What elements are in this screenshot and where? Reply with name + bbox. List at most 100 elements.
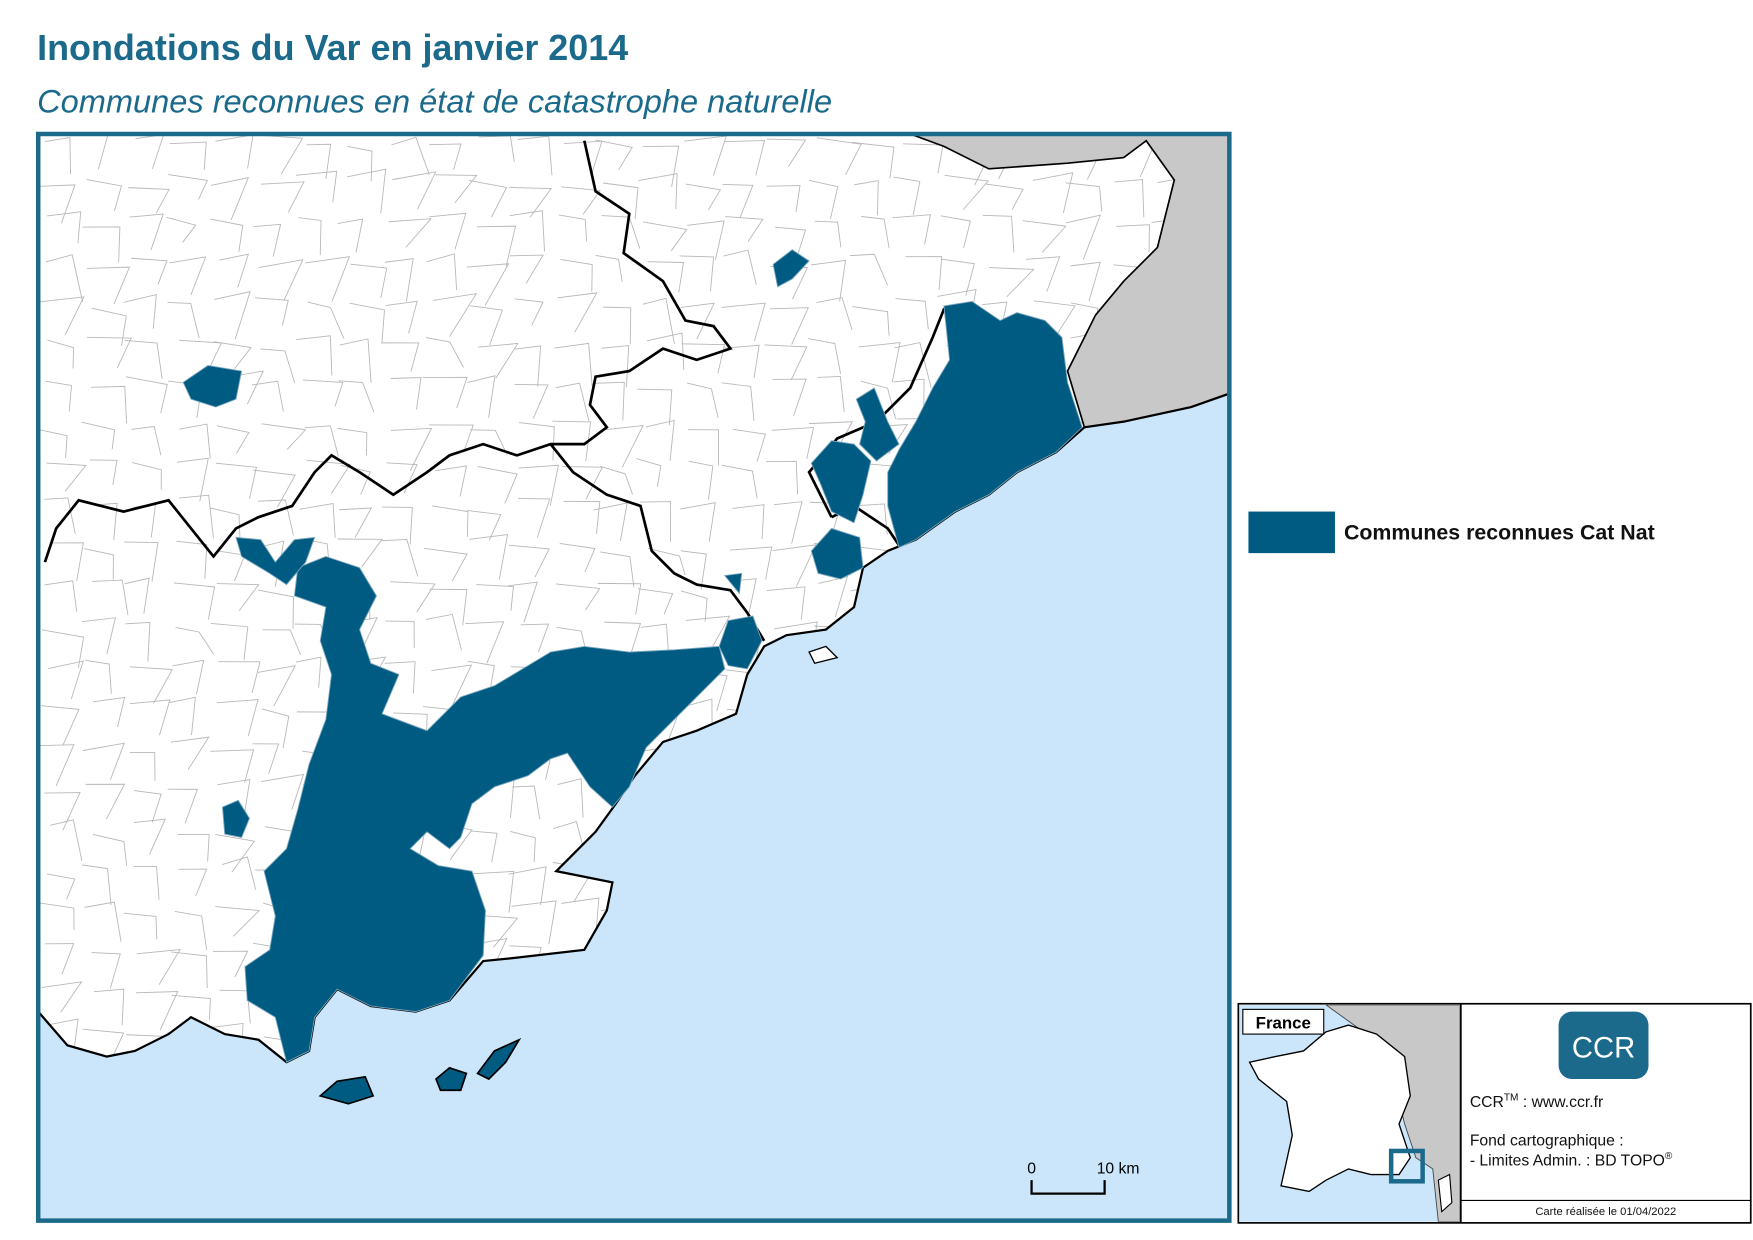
commune-edge [518, 497, 551, 538]
commune-edge [131, 425, 162, 456]
commune-edge [555, 583, 601, 611]
commune-edge [687, 220, 725, 261]
commune-edge [509, 186, 553, 218]
commune-edge [179, 423, 211, 459]
commune-edge [210, 218, 244, 252]
commune-edge [426, 613, 462, 651]
commune-edge [92, 834, 128, 866]
commune-edge [81, 133, 109, 170]
commune-edge [477, 465, 518, 504]
commune-edge [641, 623, 670, 654]
commune-edge [851, 141, 895, 179]
commune-edge [433, 292, 478, 337]
commune-cluster [810, 440, 872, 524]
commune-edge [1114, 179, 1145, 218]
commune-edge [253, 223, 282, 257]
commune-edge [258, 589, 294, 629]
commune-cluster [772, 249, 810, 288]
commune-edge [44, 580, 78, 612]
commune-edge [213, 341, 252, 369]
map-area [35, 131, 1232, 1223]
commune-edge [304, 425, 339, 457]
commune-edge [390, 427, 433, 471]
commune-edge [1022, 220, 1067, 253]
commune-edge [685, 183, 722, 211]
commune-edge [391, 136, 430, 175]
commune-edge [295, 656, 322, 688]
commune-edge [123, 293, 157, 329]
commune-edge [772, 378, 807, 416]
commune-edge [44, 943, 75, 975]
commune-edge [639, 501, 672, 542]
commune-edge [476, 584, 514, 611]
commune-edge [82, 742, 125, 780]
commune-edge [466, 263, 510, 306]
commune-edge [766, 460, 799, 495]
commune-edge [423, 376, 468, 409]
inset-locator [1388, 1148, 1425, 1184]
commune-edge [252, 743, 280, 775]
commune-edge [603, 306, 632, 345]
commune-edge [255, 297, 289, 326]
commune-edge [721, 382, 755, 422]
commune-edge [941, 258, 975, 296]
commune-edge [1070, 261, 1101, 302]
commune-edge [688, 429, 719, 466]
commune-edge [218, 661, 261, 694]
commune-edge [764, 344, 808, 381]
commune-edge [174, 911, 208, 950]
credit-source: - Limites Admin. : BD TOPO® [1470, 1151, 1673, 1170]
commune-edge [816, 137, 862, 176]
legend: Communes reconnues Cat Nat [1248, 511, 1655, 554]
commune-edge [172, 659, 205, 695]
commune-edge [39, 429, 68, 459]
commune-edge [509, 210, 545, 252]
commune-edge [219, 253, 250, 288]
commune-edge [518, 464, 559, 506]
commune-edge [177, 457, 209, 502]
commune-edge [296, 335, 333, 376]
commune-edge [860, 380, 897, 420]
commune-edge [510, 830, 536, 863]
commune-edge [390, 377, 422, 410]
commune-edge [82, 226, 121, 263]
commune-edge [349, 302, 385, 344]
commune-edge [177, 834, 210, 862]
commune-edge [435, 465, 468, 497]
commune-edge [179, 494, 214, 539]
commune-edge [262, 629, 301, 655]
commune-edge [215, 462, 257, 499]
commune-edge [511, 900, 557, 945]
commune-edge [772, 544, 817, 587]
commune-edge [50, 819, 83, 862]
inset-label-box [1242, 1008, 1325, 1035]
commune-edge [175, 627, 214, 655]
commune-edge [723, 344, 760, 379]
commune-edge [86, 336, 132, 369]
commune-edge [170, 736, 210, 770]
commune-edge [39, 184, 76, 224]
commune-edge [466, 509, 502, 541]
commune-edge [680, 502, 716, 542]
commune-edge [637, 388, 673, 426]
commune-edge [680, 302, 715, 340]
commune-edge [306, 459, 351, 494]
info-panel: France CCR CCRTM : www.ccr.fr Fond carto… [1237, 1002, 1752, 1224]
commune-edge [642, 221, 688, 252]
commune-edge [135, 991, 179, 1031]
commune-edge [638, 173, 678, 210]
commune-edge [171, 994, 211, 1021]
commune-edge [84, 901, 122, 942]
commune-edge [725, 216, 764, 243]
logo [1558, 1011, 1649, 1080]
commune-edge [595, 381, 625, 421]
commune-edge [171, 951, 208, 989]
commune-cluster [855, 387, 900, 462]
commune-edge [680, 590, 708, 622]
commune-cluster [182, 365, 243, 408]
credit-date: Carte réalisée le 01/04/2022 [1535, 1206, 1676, 1218]
commune-edge [477, 342, 519, 379]
commune-edge [561, 186, 601, 215]
commune-edge [381, 342, 420, 372]
